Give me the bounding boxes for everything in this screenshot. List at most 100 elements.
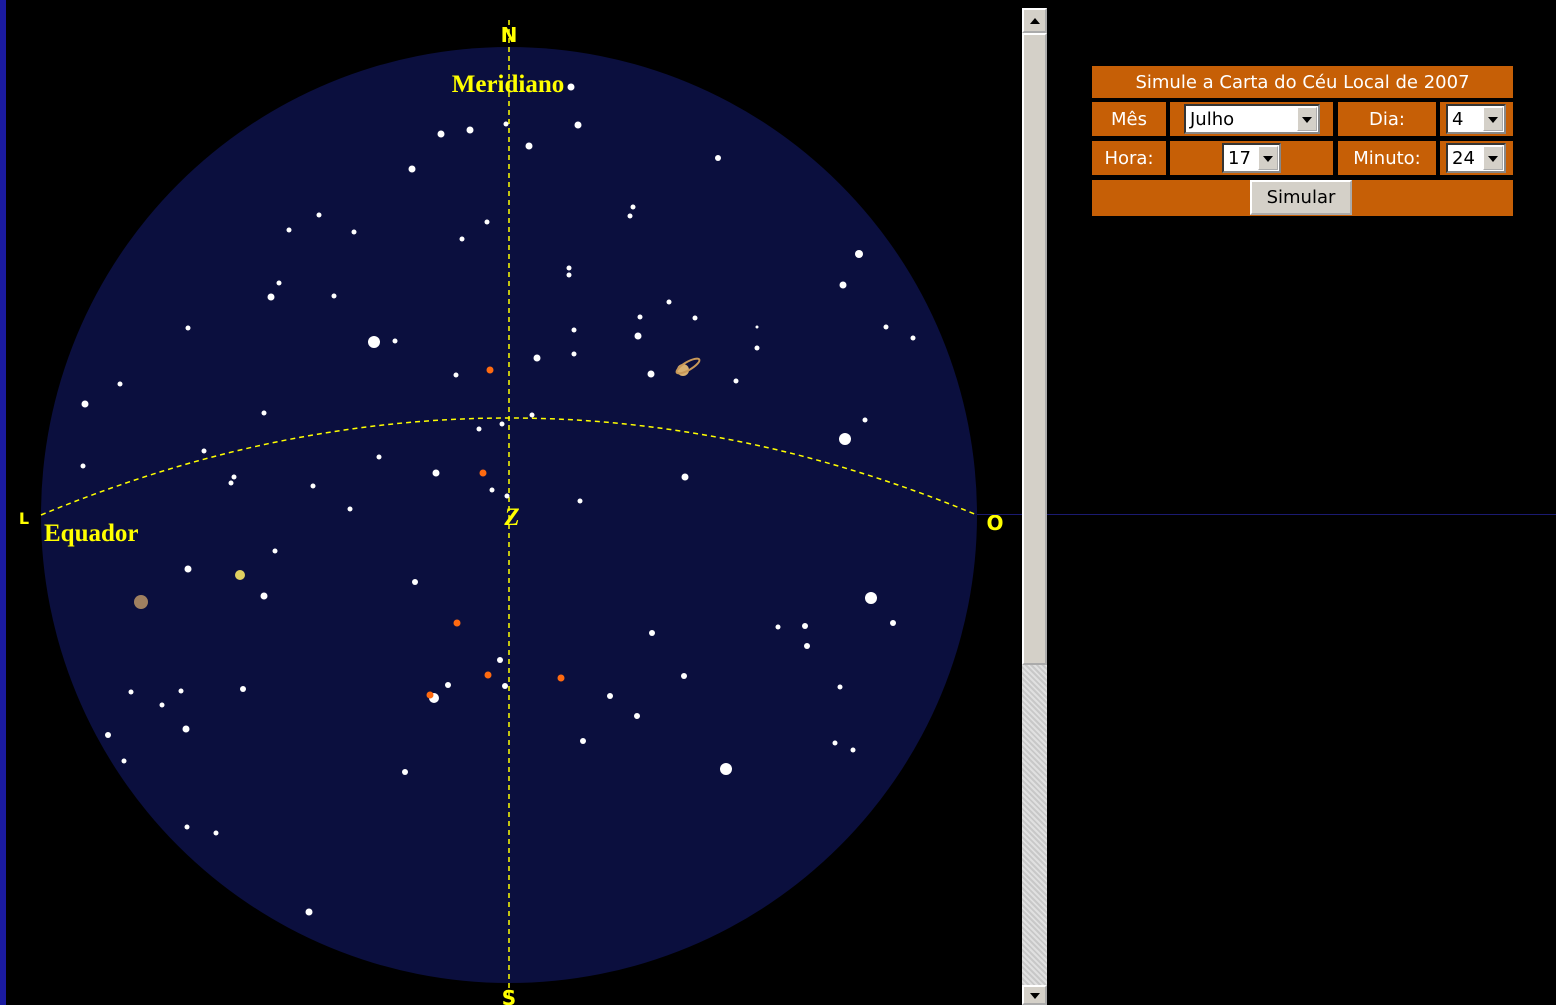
star xyxy=(438,131,445,138)
star xyxy=(467,127,474,134)
star xyxy=(851,748,856,753)
star xyxy=(261,593,268,600)
minute-select[interactable]: 24 xyxy=(1446,143,1506,173)
planet xyxy=(134,595,148,609)
star xyxy=(638,315,643,320)
day-select[interactable]: 4 xyxy=(1446,104,1506,134)
star xyxy=(412,579,418,585)
star xyxy=(393,339,398,344)
star xyxy=(186,326,191,331)
north-label: N xyxy=(501,23,518,47)
star xyxy=(568,84,575,91)
star xyxy=(179,689,184,694)
star xyxy=(572,328,577,333)
star xyxy=(693,316,698,321)
sky-chart: N S L O Z Meridiano Equador xyxy=(0,0,1020,1005)
month-label: Mês xyxy=(1092,102,1166,136)
star xyxy=(311,484,316,489)
star xyxy=(567,273,572,278)
star xyxy=(348,507,353,512)
star xyxy=(229,481,234,486)
star xyxy=(262,411,267,416)
planet-marker xyxy=(427,692,434,699)
star xyxy=(82,401,89,408)
star xyxy=(756,326,759,329)
planet-marker xyxy=(454,620,461,627)
planet-marker xyxy=(485,672,492,679)
form-title: Simule a Carta do Céu Local de 2007 xyxy=(1092,66,1513,98)
star xyxy=(607,693,613,699)
star xyxy=(526,143,533,150)
star xyxy=(214,831,219,836)
star xyxy=(505,494,510,499)
star xyxy=(490,488,495,493)
star xyxy=(890,620,896,626)
star xyxy=(433,470,440,477)
star xyxy=(804,643,810,649)
star xyxy=(160,703,165,708)
simulate-button[interactable]: Simular xyxy=(1250,180,1352,215)
star xyxy=(122,759,127,764)
star xyxy=(402,769,408,775)
star xyxy=(776,625,781,630)
scroll-up[interactable] xyxy=(1022,8,1047,33)
star xyxy=(268,294,275,301)
star xyxy=(81,464,86,469)
star xyxy=(500,422,505,427)
star xyxy=(409,166,416,173)
star xyxy=(317,213,322,218)
star xyxy=(755,346,760,351)
star xyxy=(118,382,123,387)
planet-marker xyxy=(480,470,487,477)
planet-marker xyxy=(558,675,565,682)
hour-label: Hora: xyxy=(1092,141,1166,175)
east-label: L xyxy=(19,509,29,528)
day-label: Dia: xyxy=(1338,102,1436,136)
star xyxy=(129,690,134,695)
scroll-down[interactable] xyxy=(1022,985,1047,1005)
star xyxy=(105,732,111,738)
page: N S L O Z Meridiano Equador Simule a Car… xyxy=(0,0,1556,1005)
star xyxy=(631,205,636,210)
star xyxy=(306,909,313,916)
star xyxy=(628,214,633,219)
star xyxy=(530,413,535,418)
zenith-label: Z xyxy=(503,504,519,531)
star xyxy=(838,685,843,690)
star xyxy=(445,682,451,688)
meridian-label: Meridiano xyxy=(452,71,565,98)
south-label: S xyxy=(502,986,516,1005)
star xyxy=(232,475,237,480)
star xyxy=(833,741,838,746)
star xyxy=(477,427,482,432)
equator-label: Equador xyxy=(44,520,138,547)
star xyxy=(840,282,847,289)
star xyxy=(720,763,732,775)
star xyxy=(277,281,282,286)
star xyxy=(567,266,572,271)
star xyxy=(185,566,192,573)
star xyxy=(578,499,583,504)
scroll-thumb[interactable] xyxy=(1022,33,1047,665)
star xyxy=(682,474,689,481)
star xyxy=(911,336,916,341)
planet-marker xyxy=(487,367,494,374)
star xyxy=(855,250,863,258)
star xyxy=(580,738,586,744)
star xyxy=(240,686,246,692)
star xyxy=(734,379,739,384)
hour-select[interactable]: 17 xyxy=(1222,143,1281,173)
month-select[interactable]: Julho xyxy=(1184,104,1320,134)
star xyxy=(352,230,357,235)
star xyxy=(865,592,877,604)
horizon-line xyxy=(977,514,1556,515)
star xyxy=(863,418,868,423)
day-value: 4 xyxy=(1452,109,1463,130)
scrollbar[interactable] xyxy=(1022,8,1047,1005)
month-value: Julho xyxy=(1190,109,1234,130)
star xyxy=(183,726,190,733)
star xyxy=(715,155,721,161)
star xyxy=(332,294,337,299)
star xyxy=(681,673,687,679)
star xyxy=(839,433,851,445)
